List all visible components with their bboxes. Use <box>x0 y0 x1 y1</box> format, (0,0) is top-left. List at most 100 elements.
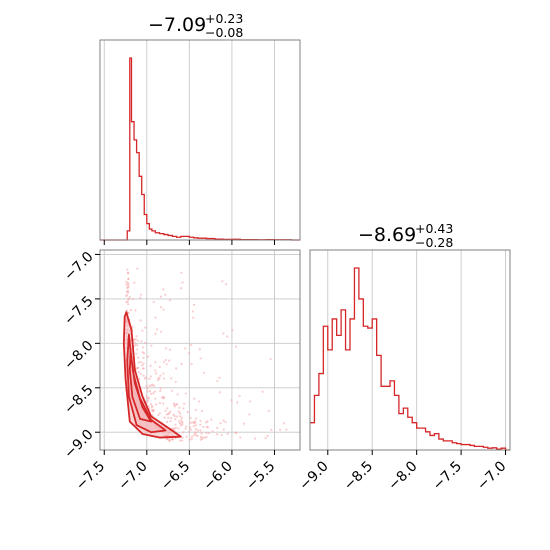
scatter-point <box>185 435 188 438</box>
scatter-point <box>136 344 139 347</box>
scatter-point <box>127 285 130 288</box>
scatter-point <box>199 419 202 423</box>
scatter-point <box>194 427 198 431</box>
scatter-point <box>173 415 176 418</box>
scatter-point <box>142 346 145 349</box>
scatter-point <box>136 348 139 351</box>
scatter-point <box>193 431 197 434</box>
scatter-point <box>179 439 182 442</box>
contour-y-tick-label: −7.0 <box>61 249 96 284</box>
scatter-point <box>175 367 178 370</box>
scatter-point <box>187 352 191 355</box>
scatter-point <box>178 420 181 423</box>
contour-y-ticks: −7.0 −7.5 −8.0 −8.5 −9.0 <box>61 249 100 462</box>
scatter-point <box>211 430 214 433</box>
scatter-point <box>156 328 159 331</box>
scatter-point <box>159 387 162 390</box>
scatter-point <box>174 418 177 421</box>
scatter-point <box>137 371 140 374</box>
scatter-point <box>174 423 177 426</box>
scatter-point <box>146 355 150 358</box>
scatter-point <box>133 341 136 344</box>
scatter-point <box>142 374 145 377</box>
scatter-point <box>131 297 135 301</box>
contour-y-tick-label: −8.5 <box>61 382 96 417</box>
scatter-point <box>238 394 241 398</box>
scatter-point <box>236 401 239 404</box>
scatter-point <box>279 428 282 431</box>
scatter-point <box>139 319 142 322</box>
scatter-point <box>174 426 178 429</box>
scatter-point <box>190 362 193 366</box>
scatter-point <box>224 283 228 286</box>
bottom-right-title-minus: −0.28 <box>415 235 453 250</box>
scatter-point <box>151 405 154 408</box>
scatter-point <box>180 362 183 366</box>
scatter-point <box>203 436 206 439</box>
scatter-point <box>181 281 184 284</box>
contour-x-ticks: −7.5 −7.0 −6.5 −6.0 −5.5 <box>73 450 278 494</box>
scatter-point <box>183 402 186 405</box>
scatter-point <box>169 377 173 380</box>
scatter-point <box>180 416 184 420</box>
scatter-point <box>170 389 174 392</box>
scatter-point <box>127 277 130 280</box>
scatter-point <box>181 423 184 426</box>
top-left-histogram-panel: −7.09 +0.23 −0.08 <box>99 11 301 245</box>
scatter-point <box>234 431 237 434</box>
contour-levels <box>122 311 182 439</box>
scatter-point <box>175 402 178 406</box>
scatter-point <box>136 366 139 369</box>
scatter-point <box>145 385 148 388</box>
scatter-point <box>127 283 130 286</box>
scatter-point <box>139 372 143 376</box>
scatter-point <box>192 316 195 319</box>
scatter-point <box>266 434 269 437</box>
scatter-point <box>148 377 151 380</box>
scatter-point <box>155 403 158 406</box>
scatter-point <box>193 422 196 425</box>
contour-x-tick-label: −6.5 <box>158 458 193 493</box>
scatter-point <box>200 409 204 413</box>
scatter-point <box>192 303 196 306</box>
scatter-point <box>143 377 147 380</box>
scatter-point <box>235 345 238 348</box>
bottom-right-x-tick-label: −7.0 <box>474 458 509 493</box>
scatter-point <box>126 268 129 271</box>
scatter-point <box>172 428 175 431</box>
contour-scatter-points <box>125 267 288 442</box>
scatter-point <box>165 363 168 366</box>
scatter-point <box>129 308 132 312</box>
scatter-point <box>222 419 225 422</box>
scatter-point <box>270 428 273 431</box>
top-left-ticks <box>103 240 275 245</box>
scatter-point <box>125 280 128 284</box>
scatter-point <box>136 356 140 359</box>
contour-panel: −7.5 −7.0 −6.5 −6.0 −5.5 −7.0−7.5−8.0−8.5−9.… <box>61 249 301 494</box>
scatter-point <box>136 339 140 342</box>
scatter-point <box>148 389 152 393</box>
scatter-point <box>169 419 172 423</box>
scatter-point <box>135 352 138 355</box>
bottom-right-ticks: −9.0 −8.5 −8.0 −7.5 −7.0 <box>296 450 510 494</box>
scatter-point <box>162 396 165 400</box>
scatter-point <box>285 428 288 431</box>
scatter-point <box>269 357 272 361</box>
contour-x-tick-label: −5.5 <box>243 458 278 493</box>
scatter-point <box>133 281 136 284</box>
scatter-point <box>189 426 192 429</box>
scatter-point <box>138 377 141 381</box>
scatter-point <box>191 421 194 424</box>
scatter-point <box>141 367 145 370</box>
scatter-point <box>141 329 144 332</box>
scatter-point <box>144 326 147 329</box>
scatter-point <box>162 288 165 291</box>
scatter-point <box>139 360 143 364</box>
bottom-right-title-median: −8.69 <box>358 224 416 246</box>
scatter-point <box>189 428 193 431</box>
scatter-point <box>139 296 142 300</box>
scatter-point <box>148 384 151 387</box>
scatter-point <box>171 437 174 441</box>
scatter-point <box>205 436 208 439</box>
scatter-point <box>179 412 182 415</box>
